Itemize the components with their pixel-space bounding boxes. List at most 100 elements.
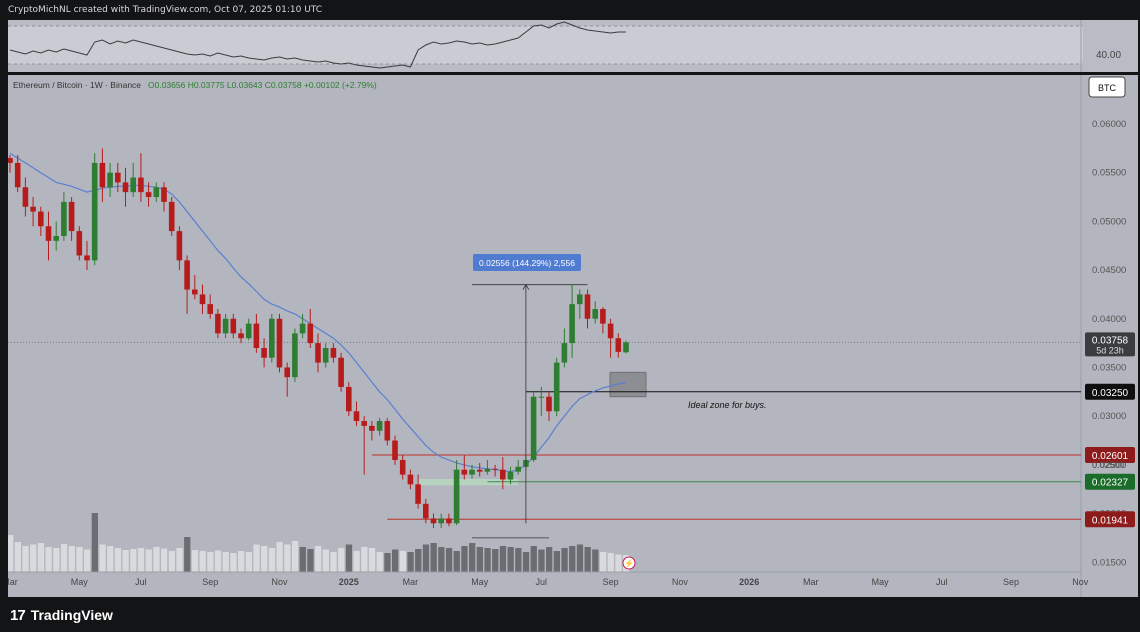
candle-body	[353, 411, 360, 422]
candle-body	[507, 471, 514, 480]
chart-symbol: Ethereum / Bitcoin · 1W · Binance	[13, 80, 141, 90]
measure-arrow-icon	[522, 283, 530, 290]
x-tick-label: Jul	[135, 577, 147, 587]
volume-bar	[338, 548, 345, 572]
candle-body	[623, 342, 629, 353]
volume-bar	[168, 551, 175, 572]
currency-badge-label: BTC	[1098, 83, 1117, 93]
volume-bar	[161, 548, 168, 572]
volume-bar	[199, 551, 206, 572]
level-badge	[1085, 447, 1135, 464]
volume-bar	[84, 549, 91, 572]
tradingview-footer[interactable]: 17 TradingView	[10, 606, 113, 624]
x-tick-label: Jul	[936, 577, 948, 587]
volume-bar	[484, 548, 491, 572]
volume-bar	[130, 549, 137, 572]
tradingview-brand-text: TradingView	[30, 607, 113, 623]
volume-bar	[145, 549, 152, 572]
candle-body	[76, 231, 83, 256]
x-tick-label: 2026	[739, 577, 759, 587]
volume-bar	[276, 542, 283, 572]
candle-body	[253, 323, 260, 348]
volume-bar	[76, 547, 83, 572]
candle-body	[338, 357, 344, 387]
volume-bar	[7, 535, 14, 572]
candle-body	[45, 226, 52, 241]
volume-bar	[353, 551, 360, 572]
volume-bar	[461, 546, 468, 572]
volume-bar	[368, 548, 376, 572]
volume-bar	[322, 549, 329, 572]
level-badge	[1085, 473, 1135, 490]
volume-bar	[261, 546, 268, 572]
candle-body	[530, 396, 537, 460]
candle-body	[322, 347, 329, 363]
y-tick-label: 0.03000	[1092, 411, 1126, 422]
price-panel[interactable]: Ethereum / Bitcoin · 1W · Binance O0.0365…	[2, 75, 1138, 597]
rsi-line	[9, 21, 626, 69]
volume-bar	[315, 546, 322, 572]
volume-bar	[584, 547, 591, 572]
candle-body	[415, 484, 421, 504]
tradingview-logo-icon: 17	[10, 606, 26, 624]
x-tick-label: 2025	[339, 577, 359, 587]
volume-bar	[99, 544, 106, 572]
candle-body	[61, 201, 67, 236]
candle-body	[30, 206, 36, 212]
candle-body	[276, 318, 283, 368]
x-tick-label: Jul	[536, 577, 548, 587]
volume-bar	[37, 543, 45, 572]
candle-body	[84, 255, 90, 261]
candle-body	[515, 466, 521, 472]
y-tick-label: 0.01500	[1092, 557, 1126, 568]
current-price-label: 0.03758	[1092, 335, 1129, 346]
volume-bar	[615, 554, 622, 572]
candle-body	[361, 421, 367, 426]
x-tick-label: Mar	[803, 577, 819, 587]
price-chart[interactable]: Ethereum / Bitcoin · 1W · Binance O0.0365…	[2, 75, 1138, 597]
candle-body	[153, 187, 160, 198]
candle-body	[107, 172, 113, 188]
candle-body	[469, 469, 475, 475]
candle-body	[492, 468, 498, 470]
candle-body	[476, 469, 483, 472]
volume-bar	[546, 547, 553, 572]
x-tick-label: Mar	[403, 577, 419, 587]
candle-body	[584, 294, 591, 319]
volume-bar	[222, 552, 229, 572]
volume-bar	[137, 548, 145, 572]
level-badge	[1085, 511, 1135, 528]
rsi-level-label: 40.00	[1096, 50, 1121, 61]
volume-bar	[607, 553, 614, 572]
x-tick-label: May	[71, 577, 89, 587]
candle-body	[607, 323, 614, 339]
candle-body	[138, 177, 144, 193]
candle-body	[99, 162, 106, 188]
volume-bar	[238, 551, 245, 572]
candle-body	[500, 469, 506, 480]
candle-body	[369, 425, 375, 431]
candle-body	[192, 289, 198, 295]
candle-body	[122, 182, 129, 193]
volume-bar	[30, 544, 37, 572]
volume-bar	[469, 543, 476, 572]
x-tick-label: Nov	[271, 577, 288, 587]
volume-bar	[307, 549, 314, 572]
candle-body	[615, 338, 622, 352]
candle-body	[592, 309, 598, 319]
candle-body	[577, 294, 583, 305]
candle-body	[430, 518, 437, 524]
volume-bar	[515, 548, 522, 572]
volume-bar	[214, 550, 222, 572]
candle-body	[130, 177, 136, 193]
x-tick-label: Sep	[1003, 577, 1019, 587]
candle-body	[199, 294, 206, 305]
candle-body	[7, 158, 13, 163]
volume-bar	[407, 552, 414, 572]
y-tick-label: 0.03500	[1092, 362, 1126, 373]
chart-ohlc: O0.03656 H0.03775 L0.03643 C0.03758 +0.0…	[148, 80, 377, 90]
candle-body	[569, 304, 575, 344]
ideal-zone-label: Ideal zone for buys.	[688, 400, 767, 410]
volume-bar	[153, 547, 160, 572]
